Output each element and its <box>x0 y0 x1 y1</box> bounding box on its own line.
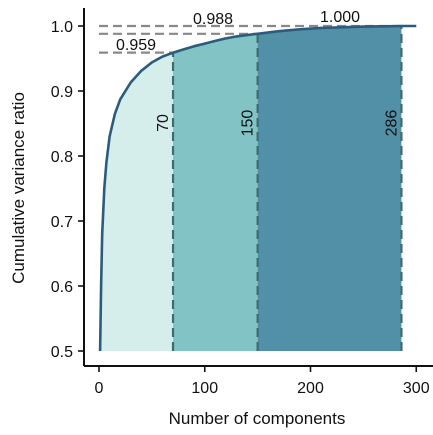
y-tick-label-0.8: 0.8 <box>51 149 73 166</box>
threshold-label-2: 0.988 <box>193 11 233 28</box>
x-tick-label-0: 0 <box>95 380 104 397</box>
shaded-region-2 <box>173 33 258 352</box>
y-tick-label-0.5: 0.5 <box>51 344 73 361</box>
y-tick-label-0.7: 0.7 <box>51 214 73 231</box>
shaded-region-1 <box>100 52 174 351</box>
threshold-label-1: 0.959 <box>116 37 156 54</box>
shaded-region-3 <box>257 26 402 351</box>
plot-area: 0.959 0.988 1.000 70 150 286 <box>98 9 417 352</box>
y-tick-label-1: 1.0 <box>51 19 73 36</box>
x-tick-label-300: 300 <box>403 380 430 397</box>
threshold-label-3: 1.000 <box>320 9 360 26</box>
y-axis-label: Cumulative variance ratio <box>9 92 28 284</box>
marker-label-3: 286 <box>383 110 400 137</box>
marker-label-2: 150 <box>240 110 257 137</box>
y-tick-label-0.9: 0.9 <box>51 84 73 101</box>
y-tick-label-0.6: 0.6 <box>51 279 73 296</box>
axes: Number of components Cumulative variance… <box>9 8 433 428</box>
variance-curve <box>98 24 417 352</box>
x-axis-label: Number of components <box>169 409 346 428</box>
x-tick-label-200: 200 <box>297 380 324 397</box>
marker-label-1: 70 <box>155 114 172 132</box>
x-tick-label-100: 100 <box>191 380 218 397</box>
